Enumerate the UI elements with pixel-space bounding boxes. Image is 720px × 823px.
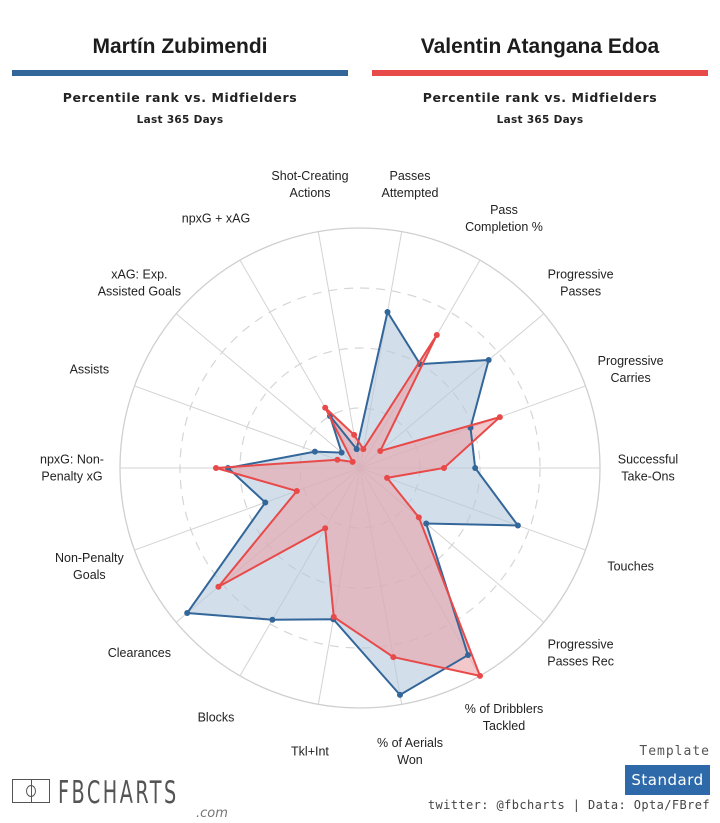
axis-label: Successful Take-Ons bbox=[618, 453, 678, 484]
player-period-left: Last 365 Days bbox=[136, 114, 224, 126]
player-color-bar-left bbox=[12, 70, 348, 76]
data-point bbox=[477, 672, 483, 679]
player-subtitle-right: Percentile rank vs. Midfielders bbox=[422, 90, 658, 105]
axis-label: npxG + xAG bbox=[182, 212, 250, 226]
data-point bbox=[465, 652, 471, 659]
data-point bbox=[390, 654, 397, 661]
player-header-right: Valentin Atangana Edoa Percentile rank v… bbox=[372, 30, 708, 126]
data-point bbox=[415, 514, 422, 521]
player-subtitle-left: Percentile rank vs. Midfielders bbox=[62, 90, 298, 105]
data-point bbox=[330, 613, 337, 620]
player-period-right: Last 365 Days bbox=[496, 114, 584, 126]
axis-label: Shot-Creating Actions bbox=[271, 169, 348, 200]
axis-label: % of Aerials Won bbox=[377, 736, 443, 767]
data-point bbox=[397, 691, 404, 698]
data-point bbox=[338, 449, 345, 456]
axis-label: Tkl+Int bbox=[291, 745, 329, 759]
axis-label: Touches bbox=[607, 560, 654, 574]
data-point bbox=[184, 610, 191, 617]
axis-spoke bbox=[317, 231, 361, 469]
template-label: Template bbox=[639, 744, 710, 759]
data-point bbox=[215, 583, 222, 590]
axis-label: Clearances bbox=[108, 646, 171, 660]
data-credit: twitter: @fbcharts | Data: Opta/FBref bbox=[427, 798, 710, 812]
axis-label: Non-Penalty Goals bbox=[55, 551, 125, 582]
axis-label: Assists bbox=[70, 362, 110, 376]
data-point bbox=[472, 465, 479, 471]
data-point bbox=[353, 446, 360, 453]
data-point bbox=[262, 499, 269, 506]
data-point bbox=[377, 448, 384, 455]
data-point bbox=[311, 448, 318, 455]
axis-label: npxG: Non-Penalty xG bbox=[40, 453, 104, 484]
data-point bbox=[384, 474, 391, 481]
data-point bbox=[514, 522, 521, 529]
data-point bbox=[433, 331, 440, 338]
axis-label: Pass Completion % bbox=[465, 203, 543, 234]
logo-suffix: .com bbox=[196, 806, 228, 821]
axis-label: Progressive Passes bbox=[548, 267, 614, 298]
player-name-right: Valentin Atangana Edoa bbox=[420, 35, 660, 58]
data-point bbox=[334, 456, 341, 463]
data-point bbox=[269, 616, 276, 623]
axis-label: Progressive Carries bbox=[598, 354, 664, 385]
axis-label: Blocks bbox=[198, 710, 235, 724]
axis-label: % of Dribblers Tackled bbox=[465, 702, 544, 733]
data-point bbox=[322, 404, 329, 411]
data-point bbox=[423, 520, 430, 527]
player-header-left: Martín Zubimendi Percentile rank vs. Mid… bbox=[12, 30, 348, 126]
series-fill-atangana bbox=[216, 334, 500, 676]
pitch-icon bbox=[12, 779, 50, 803]
data-point bbox=[441, 465, 447, 471]
data-point bbox=[496, 414, 503, 421]
player-color-bar-right bbox=[372, 70, 708, 76]
data-point bbox=[349, 458, 356, 465]
player-name-left: Martín Zubimendi bbox=[92, 35, 268, 58]
template-standard-button[interactable]: Standard bbox=[625, 765, 710, 795]
data-point bbox=[485, 357, 492, 364]
data-point bbox=[360, 446, 367, 453]
axis-label: xAG: Exp. Assisted Goals bbox=[98, 267, 181, 298]
axis-label: Passes Attempted bbox=[382, 169, 439, 200]
data-point bbox=[293, 487, 300, 494]
data-point bbox=[213, 465, 219, 471]
axis-label: Progressive Passes Rec bbox=[547, 638, 614, 669]
axis-spoke bbox=[175, 313, 361, 469]
logo-text: FBCHARTS bbox=[58, 775, 179, 811]
data-point bbox=[351, 431, 358, 438]
fbcharts-logo: FBCHARTS bbox=[12, 778, 253, 809]
data-point bbox=[384, 309, 391, 316]
data-point bbox=[322, 525, 329, 532]
